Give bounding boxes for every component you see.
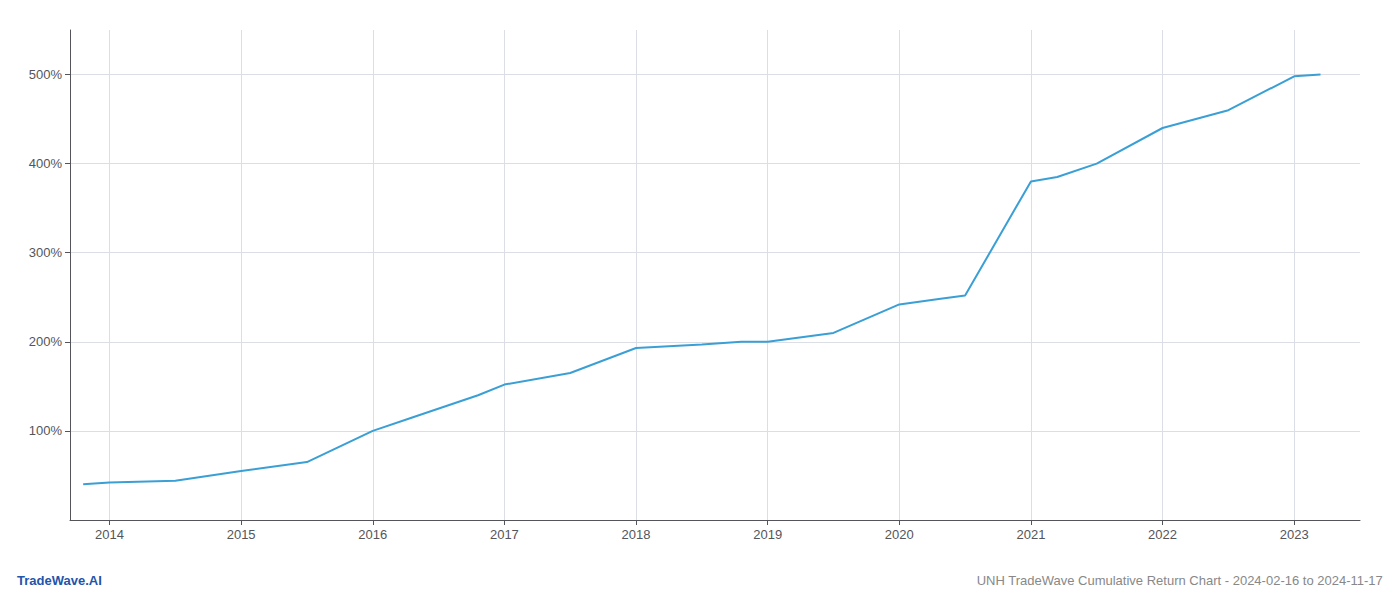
svg-text:2014: 2014 [95, 527, 124, 542]
svg-text:2019: 2019 [753, 527, 782, 542]
svg-text:400%: 400% [29, 156, 63, 171]
svg-text:2018: 2018 [622, 527, 651, 542]
svg-text:TradeWave.AI: TradeWave.AI [17, 573, 102, 588]
svg-text:2017: 2017 [490, 527, 519, 542]
svg-text:100%: 100% [29, 423, 63, 438]
svg-text:300%: 300% [29, 245, 63, 260]
svg-text:2016: 2016 [358, 527, 387, 542]
svg-text:2023: 2023 [1280, 527, 1309, 542]
svg-text:2021: 2021 [1016, 527, 1045, 542]
svg-text:500%: 500% [29, 67, 63, 82]
svg-text:2020: 2020 [885, 527, 914, 542]
svg-text:200%: 200% [29, 334, 63, 349]
svg-text:2022: 2022 [1148, 527, 1177, 542]
svg-text:2015: 2015 [227, 527, 256, 542]
svg-text:UNH TradeWave Cumulative Retur: UNH TradeWave Cumulative Return Chart - … [977, 573, 1383, 588]
